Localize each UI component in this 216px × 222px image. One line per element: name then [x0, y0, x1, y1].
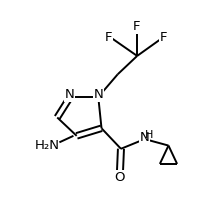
Text: F: F	[160, 32, 167, 44]
Text: N: N	[94, 88, 104, 101]
Text: H₂N: H₂N	[35, 139, 60, 152]
Text: H: H	[145, 130, 153, 140]
Text: N: N	[140, 131, 150, 144]
Text: F: F	[132, 20, 140, 33]
Text: N: N	[65, 88, 75, 101]
Text: F: F	[105, 32, 112, 44]
Text: O: O	[115, 171, 125, 184]
